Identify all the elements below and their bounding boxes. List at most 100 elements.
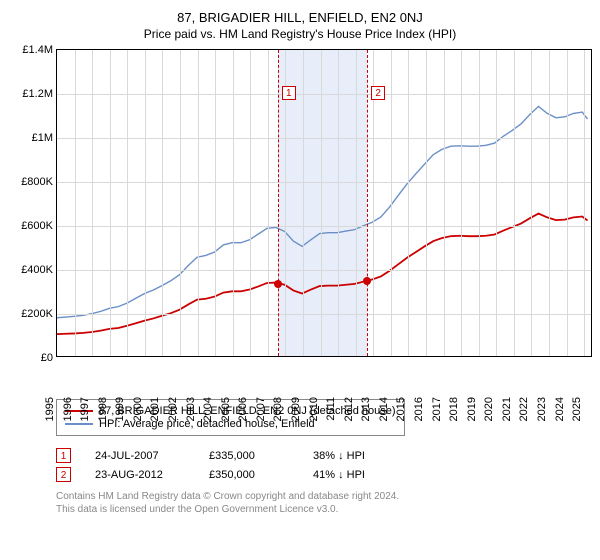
x-tick-label: 2018 — [448, 397, 460, 421]
transaction-row-badge: 2 — [56, 467, 71, 482]
x-tick-label: 1997 — [79, 397, 91, 421]
transaction-marker — [363, 277, 371, 285]
x-tick-label: 2024 — [554, 397, 566, 421]
x-gridline — [496, 50, 497, 356]
x-gridline — [514, 50, 515, 356]
y-tick-label: £1.4M — [9, 44, 53, 56]
y-tick-label: £400K — [9, 264, 53, 276]
x-gridline — [110, 50, 111, 356]
x-tick-label: 2015 — [395, 397, 407, 421]
transaction-vline — [278, 50, 279, 356]
transaction-badge: 1 — [282, 86, 296, 100]
y-gridline — [57, 270, 591, 271]
x-tick-label: 2000 — [132, 397, 144, 421]
x-gridline — [408, 50, 409, 356]
x-tick-label: 2003 — [185, 397, 197, 421]
transaction-price: £350,000 — [209, 469, 289, 481]
x-gridline — [250, 50, 251, 356]
y-tick-label: £800K — [9, 176, 53, 188]
x-gridline — [180, 50, 181, 356]
x-tick-label: 2008 — [272, 397, 284, 421]
x-tick-label: 2006 — [237, 397, 249, 421]
x-gridline — [145, 50, 146, 356]
x-tick-label: 2016 — [413, 397, 425, 421]
transaction-date: 23-AUG-2012 — [95, 469, 185, 481]
transaction-date: 24-JUL-2007 — [95, 450, 185, 462]
x-gridline — [479, 50, 480, 356]
x-tick-label: 2009 — [290, 397, 302, 421]
transaction-vline — [367, 50, 368, 356]
x-gridline — [303, 50, 304, 356]
x-gridline — [567, 50, 568, 356]
x-tick-label: 2004 — [202, 397, 214, 421]
x-tick-label: 2022 — [518, 397, 530, 421]
footer-line-1: Contains HM Land Registry data © Crown c… — [56, 490, 592, 503]
x-tick-label: 1995 — [44, 397, 56, 421]
y-tick-label: £1.2M — [9, 88, 53, 100]
y-gridline — [57, 94, 591, 95]
x-tick-label: 2021 — [501, 397, 513, 421]
x-tick-label: 2017 — [431, 397, 443, 421]
y-gridline — [57, 138, 591, 139]
y-gridline — [57, 314, 591, 315]
y-tick-label: £600K — [9, 220, 53, 232]
x-tick-label: 2025 — [571, 397, 583, 421]
x-tick-label: 1999 — [114, 397, 126, 421]
x-gridline — [584, 50, 585, 356]
y-gridline — [57, 226, 591, 227]
y-tick-label: £200K — [9, 308, 53, 320]
footer-attribution: Contains HM Land Registry data © Crown c… — [56, 490, 592, 516]
footer-line-2: This data is licensed under the Open Gov… — [56, 503, 592, 516]
x-gridline — [268, 50, 269, 356]
transaction-table: 1 24-JUL-2007 £335,000 38% ↓ HPI 2 23-AUG-201… — [56, 448, 592, 482]
x-gridline — [461, 50, 462, 356]
x-tick-label: 1996 — [62, 397, 74, 421]
x-tick-label: 2005 — [220, 397, 232, 421]
x-tick-label: 2019 — [466, 397, 478, 421]
x-tick-label: 2010 — [308, 397, 320, 421]
transaction-marker — [274, 280, 282, 288]
x-gridline — [162, 50, 163, 356]
x-gridline — [338, 50, 339, 356]
x-gridline — [531, 50, 532, 356]
x-tick-label: 1998 — [97, 397, 109, 421]
transaction-row-badge: 1 — [56, 448, 71, 463]
x-tick-label: 2007 — [255, 397, 267, 421]
x-tick-label: 2002 — [167, 397, 179, 421]
transaction-row: 2 23-AUG-2012 £350,000 41% ↓ HPI — [56, 467, 592, 482]
chart-title: 87, BRIGADIER HILL, ENFIELD, EN2 0NJ — [8, 10, 592, 25]
y-gridline — [57, 182, 591, 183]
x-gridline — [426, 50, 427, 356]
x-gridline — [233, 50, 234, 356]
plot-area: £0£200K£400K£600K£800K£1M£1.2M£1.4M12 — [56, 49, 592, 357]
legend-swatch — [65, 423, 93, 425]
series-line — [57, 214, 588, 335]
x-tick-label: 2014 — [378, 397, 390, 421]
x-gridline — [215, 50, 216, 356]
x-tick-label: 2011 — [325, 397, 337, 421]
y-tick-label: £1M — [9, 132, 53, 144]
x-gridline — [321, 50, 322, 356]
chart-subtitle: Price paid vs. HM Land Registry's House … — [8, 27, 592, 41]
transaction-row: 1 24-JUL-2007 £335,000 38% ↓ HPI — [56, 448, 592, 463]
x-gridline — [549, 50, 550, 356]
x-tick-label: 2001 — [149, 397, 161, 421]
chart-container: £0£200K£400K£600K£800K£1M£1.2M£1.4M12 19… — [8, 49, 592, 393]
x-tick-label: 2012 — [343, 397, 355, 421]
x-gridline — [444, 50, 445, 356]
x-tick-label: 2020 — [483, 397, 495, 421]
transaction-badge: 2 — [371, 86, 385, 100]
transaction-delta: 38% ↓ HPI — [313, 450, 365, 462]
x-gridline — [127, 50, 128, 356]
x-gridline — [391, 50, 392, 356]
transaction-delta: 41% ↓ HPI — [313, 469, 365, 481]
line-series-svg — [57, 50, 591, 356]
transaction-price: £335,000 — [209, 450, 289, 462]
x-tick-label: 2023 — [536, 397, 548, 421]
y-tick-label: £0 — [9, 352, 53, 364]
x-gridline — [198, 50, 199, 356]
x-gridline — [75, 50, 76, 356]
x-axis: 1995199619971998199920002001200220032004… — [56, 357, 592, 393]
x-gridline — [356, 50, 357, 356]
x-gridline — [92, 50, 93, 356]
